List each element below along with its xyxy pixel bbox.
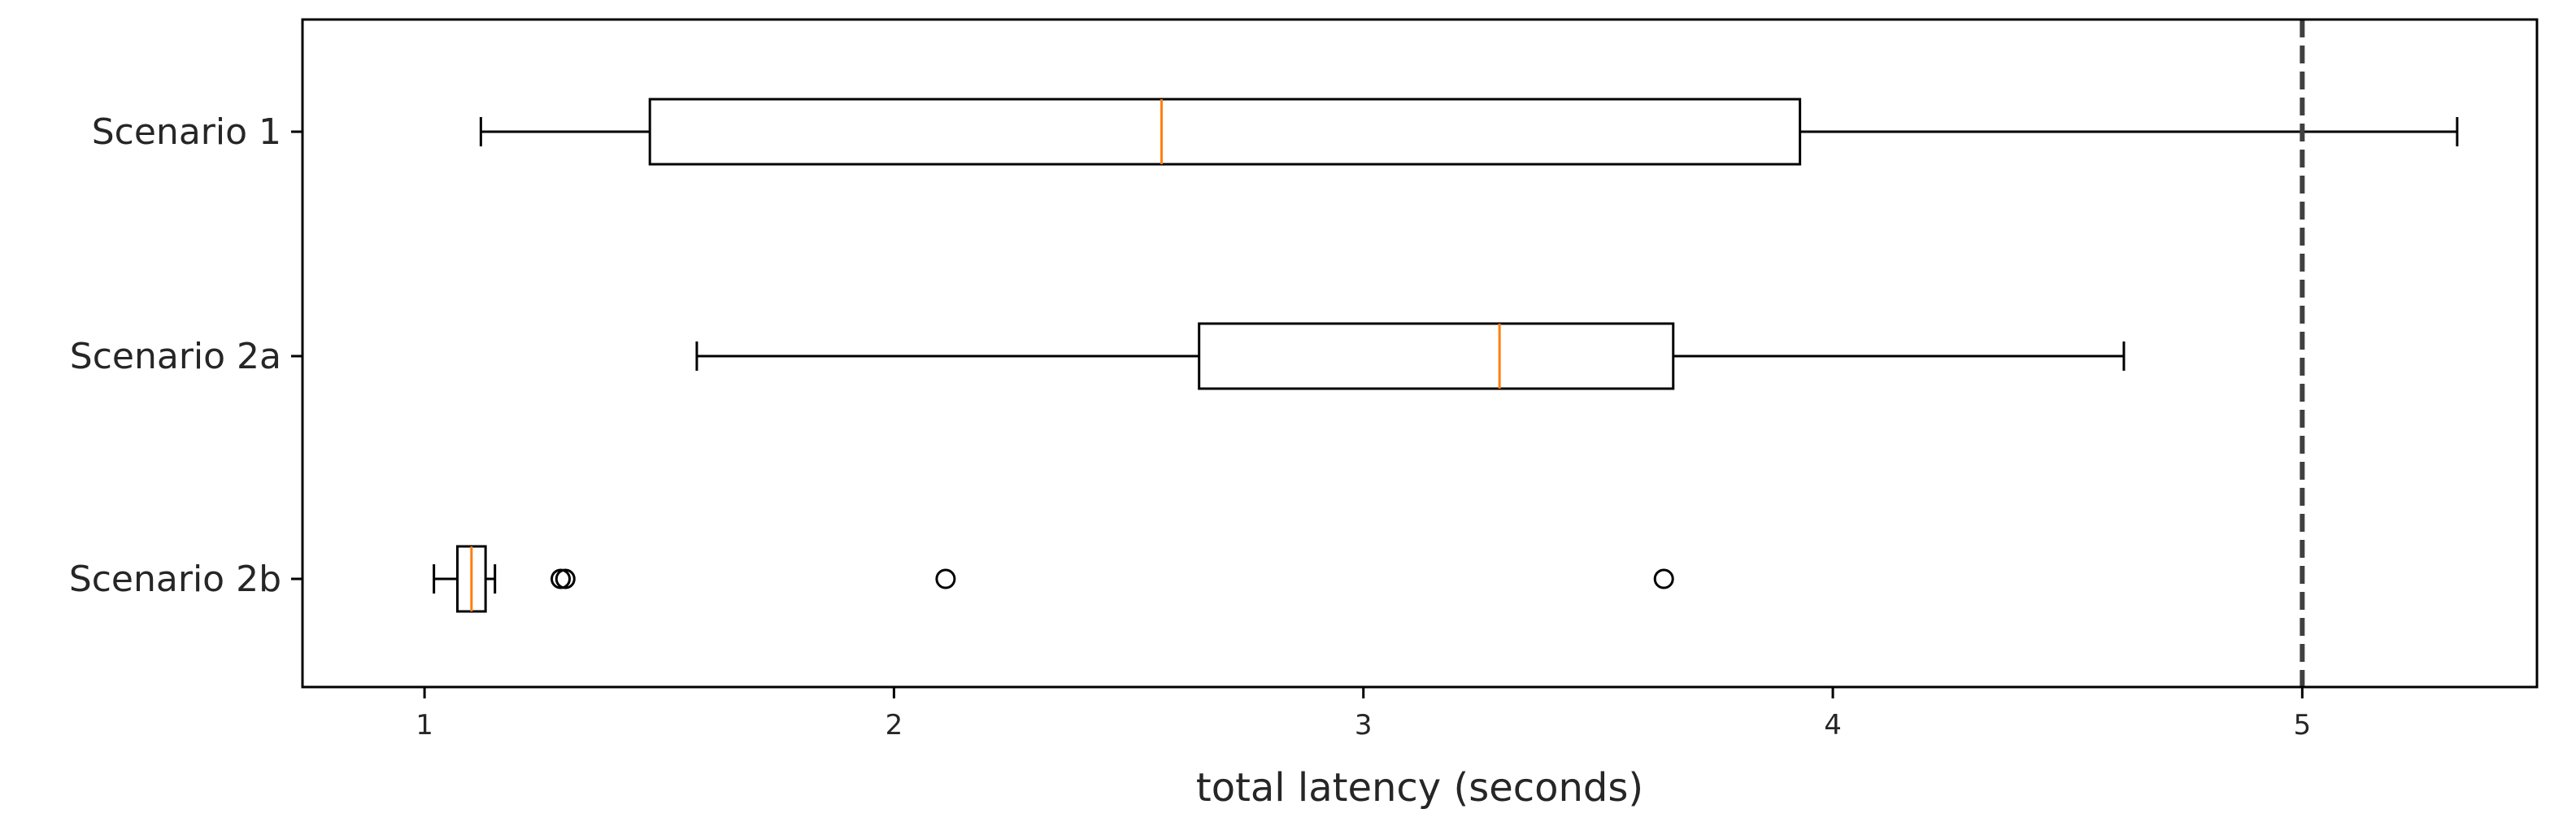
iqr-box (648, 98, 1802, 166)
x-tick-label: 1 (416, 709, 433, 742)
box-group (433, 545, 1674, 613)
y-tick-label: Scenario 1 (92, 111, 281, 153)
outlier-point (1653, 568, 1674, 589)
iqr-box (1198, 322, 1675, 390)
x-tick-label: 4 (1824, 709, 1842, 742)
x-tick-label: 3 (1355, 709, 1373, 742)
y-tick-label: Scenario 2b (69, 559, 281, 600)
x-axis-title: total latency (seconds) (1196, 765, 1643, 811)
box-group (479, 98, 2459, 166)
plot-frame (301, 18, 2539, 689)
outlier-point (555, 568, 576, 589)
x-tick-label: 5 (2294, 709, 2312, 742)
boxes-layer (433, 98, 2459, 613)
x-tick-label: 2 (886, 709, 903, 742)
outlier-point (935, 568, 956, 589)
box-group (695, 322, 2126, 390)
y-axis: Scenario 1 Scenario 2a Scenario 2b (69, 111, 302, 600)
x-axis: 1 2 3 4 5 (416, 687, 2311, 742)
y-tick-label: Scenario 2a (70, 336, 281, 377)
